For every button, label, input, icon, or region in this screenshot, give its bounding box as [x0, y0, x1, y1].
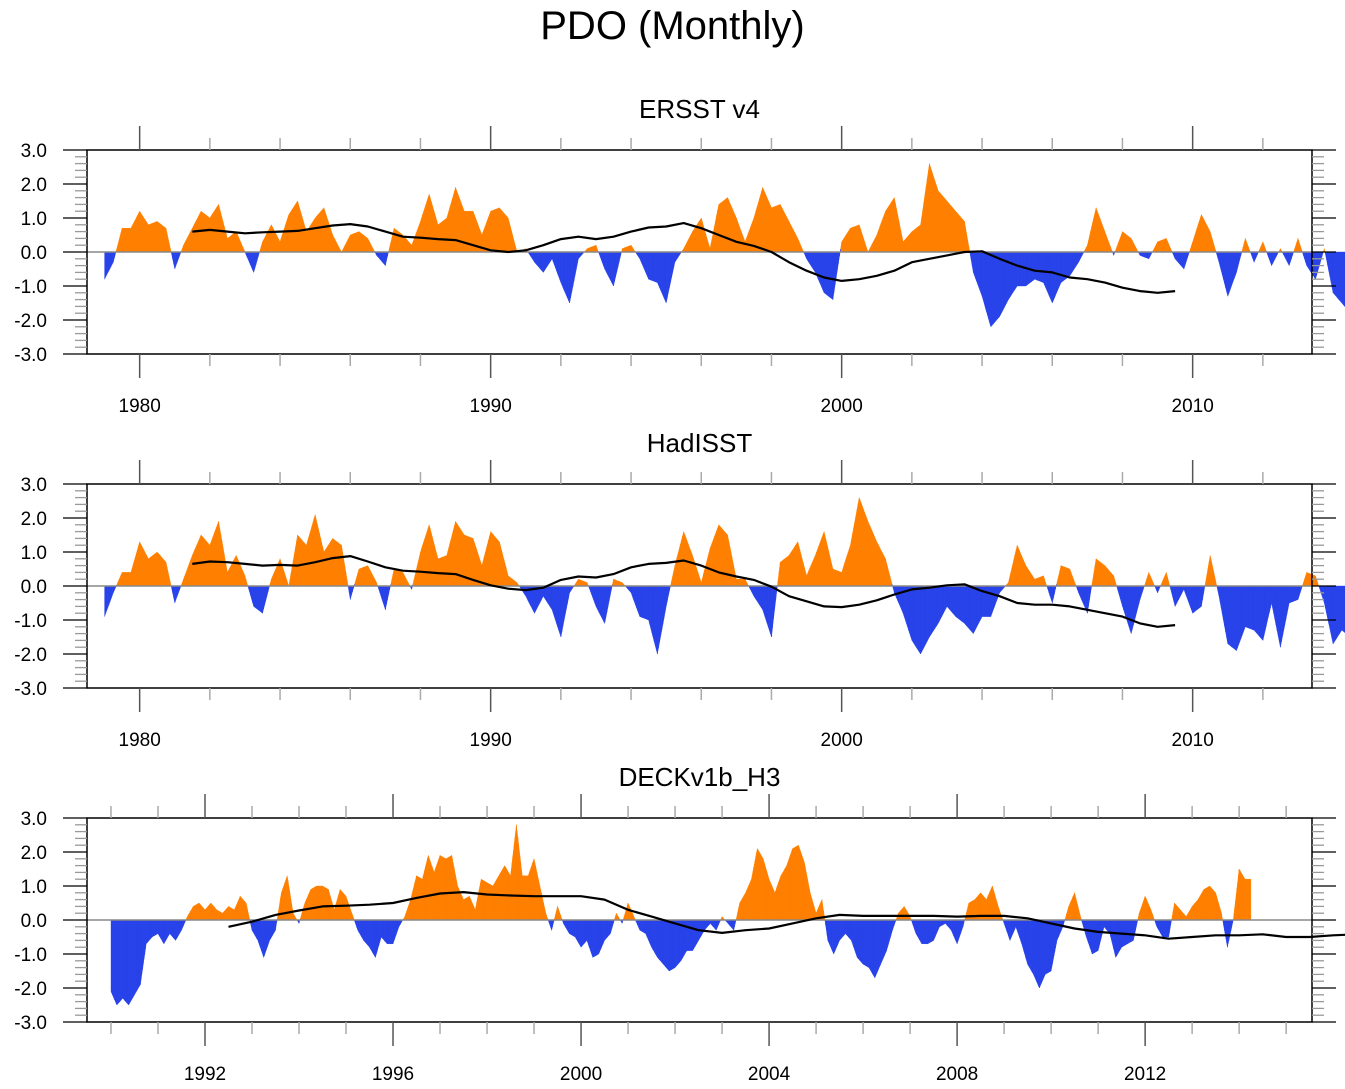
y-tick-label: 2.0: [21, 175, 47, 196]
x-tick-label: 1992: [184, 1064, 226, 1085]
y-tick-label: 3.0: [21, 475, 47, 496]
x-tick-label: 2000: [821, 730, 863, 751]
smoothed-line: [192, 222, 1176, 294]
positive-area: [185, 824, 1252, 922]
positive-area: [115, 163, 1326, 255]
x-tick-label: 1990: [470, 396, 512, 417]
panel-3: DECKv1b_H3 3.0 2.0 1.0 0.0 -1.0 -2.0 -3.0 1992 19…: [14, 762, 1345, 1085]
negative-area: [104, 584, 1345, 655]
y-tick-label: 3.0: [21, 809, 47, 830]
y-tick-label: -3.0: [14, 1013, 47, 1034]
smoothed-line: [228, 891, 1345, 940]
y-tick-label: 1.0: [21, 543, 47, 564]
x-tick-label: 1996: [372, 1064, 414, 1085]
x-tick-label: 1990: [470, 730, 512, 751]
x-tick-label: 2000: [821, 396, 863, 417]
x-tick-label: 2004: [748, 1064, 791, 1085]
x-tick-label: 1980: [119, 396, 161, 417]
x-tick-label: 1980: [119, 730, 161, 751]
y-tick-label: -3.0: [14, 345, 47, 366]
y-tick-label: -2.0: [14, 979, 47, 1000]
y-tick-label: 1.0: [21, 877, 47, 898]
x-tick-label: 2012: [1124, 1064, 1166, 1085]
positive-area: [116, 497, 1320, 591]
x-tick-label: 2010: [1172, 396, 1214, 417]
figure-title: PDO (Monthly): [540, 4, 805, 48]
y-tick-label: 0.0: [21, 243, 47, 264]
y-tick-label: 1.0: [21, 209, 47, 230]
negative-area: [110, 919, 1234, 1006]
panel-2: HadISST 3.0 2.0 1.0 0.0 -1.0 -2.0 -3.0 1980 1990 2…: [14, 428, 1345, 751]
y-tick-label: 0.0: [21, 911, 47, 932]
x-tick-label: 2008: [936, 1064, 978, 1085]
panel-1: ERSST v4 3.0 2.0 1.0 0.0 -1.0 -2.0 -3.0 1980 1990…: [14, 94, 1345, 417]
y-tick-label: 2.0: [21, 509, 47, 530]
y-tick-label: -2.0: [14, 645, 47, 666]
panel-title: HadISST: [647, 428, 753, 458]
x-tick-label: 2010: [1172, 730, 1214, 751]
panel-title: ERSST v4: [639, 94, 760, 124]
y-tick-label: -1.0: [14, 277, 47, 298]
negative-area: [104, 248, 1345, 328]
y-tick-label: 2.0: [21, 843, 47, 864]
y-tick-label: -1.0: [14, 611, 47, 632]
y-tick-label: 3.0: [21, 141, 47, 162]
y-tick-label: -2.0: [14, 311, 47, 332]
smoothed-line: [192, 555, 1176, 628]
y-tick-label: 0.0: [21, 577, 47, 598]
y-tick-label: -3.0: [14, 679, 47, 700]
y-tick-label: -1.0: [14, 945, 47, 966]
panel-title: DECKv1b_H3: [619, 762, 781, 792]
x-tick-label: 2000: [560, 1064, 602, 1085]
